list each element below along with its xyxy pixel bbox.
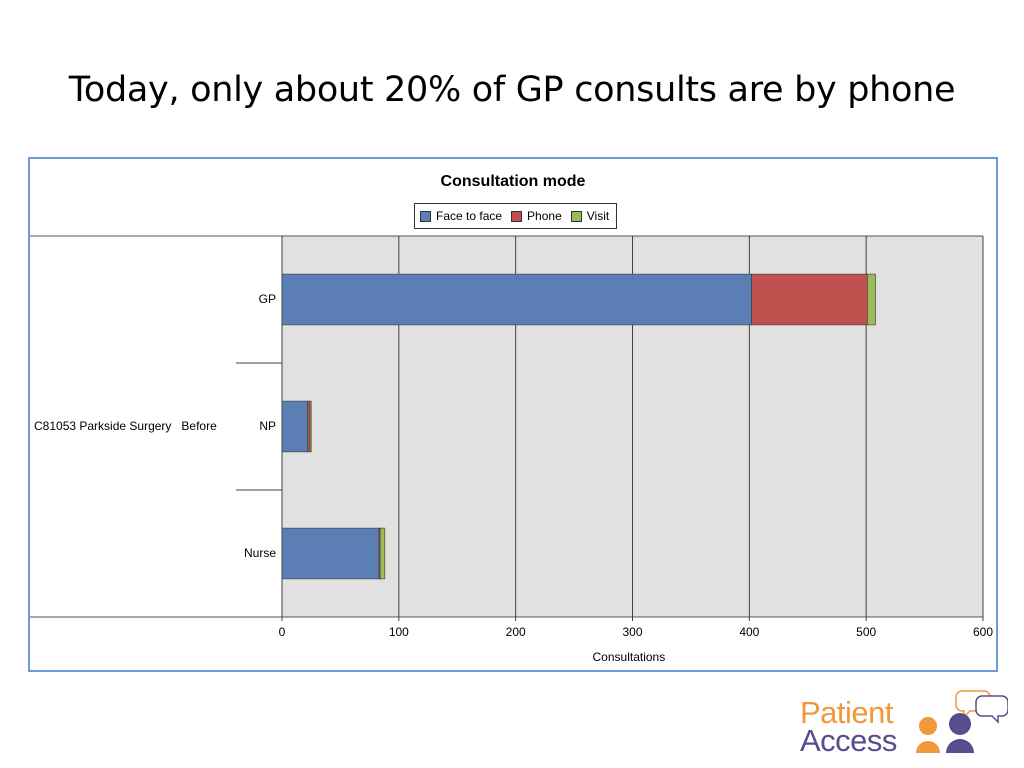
y-group-label: C81053 Parkside Surgery Before [34, 418, 217, 433]
x-tick-label-500: 500 [856, 625, 877, 639]
x-tick-label-200: 200 [505, 625, 526, 639]
legend-label-face-to-face: Face to face [436, 209, 503, 223]
y-category-label-gp: GP [258, 291, 276, 306]
bar-np-phone [307, 400, 311, 453]
logo-people-icon [916, 690, 1008, 753]
bar-np-face-to-face [281, 400, 309, 453]
logo-text-patient: Patient [800, 695, 894, 730]
legend-item-visit: Visit [570, 209, 610, 223]
x-tick-label-300: 300 [622, 625, 643, 639]
x-tick-label-100: 100 [388, 625, 409, 639]
bar-nurse-face-to-face [281, 527, 380, 580]
bar-nurse-visit [379, 527, 386, 580]
y-category-label-np: NP [259, 418, 276, 433]
bar-np-visit [309, 400, 312, 453]
chart-plot-svg [30, 235, 984, 621]
x-tick-label-0: 0 [278, 625, 286, 639]
legend-item-phone: Phone [511, 209, 562, 223]
x-tick-label-600: 600 [972, 625, 994, 639]
x-axis-title: Consultations [592, 650, 666, 664]
bar-gp-visit [867, 273, 876, 326]
chart-container: Consultation mode Face to face Phone Vis… [28, 157, 998, 672]
legend-item-face-to-face: Face to face [420, 209, 502, 223]
legend-swatch-face-to-face [420, 210, 431, 222]
slide-title: Today, only about 20% of GP consults are… [68, 70, 956, 110]
x-tick-label-400: 400 [739, 625, 760, 639]
legend-swatch-visit [570, 210, 582, 222]
legend-label-phone: Phone [527, 209, 562, 223]
y-category-label-nurse: Nurse [243, 545, 276, 560]
logo-text-access: Access [800, 723, 897, 758]
chart-title: Consultation mode [440, 173, 586, 190]
bar-gp-phone [751, 273, 868, 326]
legend-swatch-phone [511, 210, 523, 222]
bar-gp-face-to-face [281, 273, 752, 326]
patient-access-logo: Patient Access [798, 690, 1008, 756]
legend-label-visit: Visit [586, 209, 610, 223]
chart-legend: Face to face Phone Visit [414, 203, 618, 229]
